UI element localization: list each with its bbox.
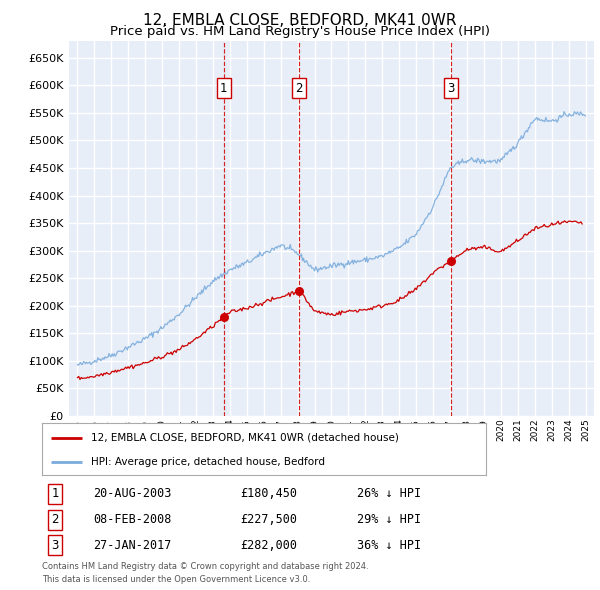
Text: This data is licensed under the Open Government Licence v3.0.: This data is licensed under the Open Gov… <box>42 575 310 584</box>
Text: £180,450: £180,450 <box>240 487 297 500</box>
Text: 12, EMBLA CLOSE, BEDFORD, MK41 0WR: 12, EMBLA CLOSE, BEDFORD, MK41 0WR <box>143 13 457 28</box>
Text: 3: 3 <box>52 539 59 552</box>
Text: Contains HM Land Registry data © Crown copyright and database right 2024.: Contains HM Land Registry data © Crown c… <box>42 562 368 571</box>
Text: HPI: Average price, detached house, Bedford: HPI: Average price, detached house, Bedf… <box>91 457 325 467</box>
Text: 2: 2 <box>52 513 59 526</box>
Text: 1: 1 <box>52 487 59 500</box>
Text: 3: 3 <box>448 81 455 94</box>
Text: 1: 1 <box>220 81 227 94</box>
Text: 36% ↓ HPI: 36% ↓ HPI <box>357 539 421 552</box>
Text: £282,000: £282,000 <box>240 539 297 552</box>
Text: 27-JAN-2017: 27-JAN-2017 <box>93 539 172 552</box>
Text: Price paid vs. HM Land Registry's House Price Index (HPI): Price paid vs. HM Land Registry's House … <box>110 25 490 38</box>
Text: 2: 2 <box>296 81 303 94</box>
Text: 20-AUG-2003: 20-AUG-2003 <box>93 487 172 500</box>
Text: 08-FEB-2008: 08-FEB-2008 <box>93 513 172 526</box>
Text: 29% ↓ HPI: 29% ↓ HPI <box>357 513 421 526</box>
Text: £227,500: £227,500 <box>240 513 297 526</box>
Text: 26% ↓ HPI: 26% ↓ HPI <box>357 487 421 500</box>
Text: 12, EMBLA CLOSE, BEDFORD, MK41 0WR (detached house): 12, EMBLA CLOSE, BEDFORD, MK41 0WR (deta… <box>91 432 399 442</box>
